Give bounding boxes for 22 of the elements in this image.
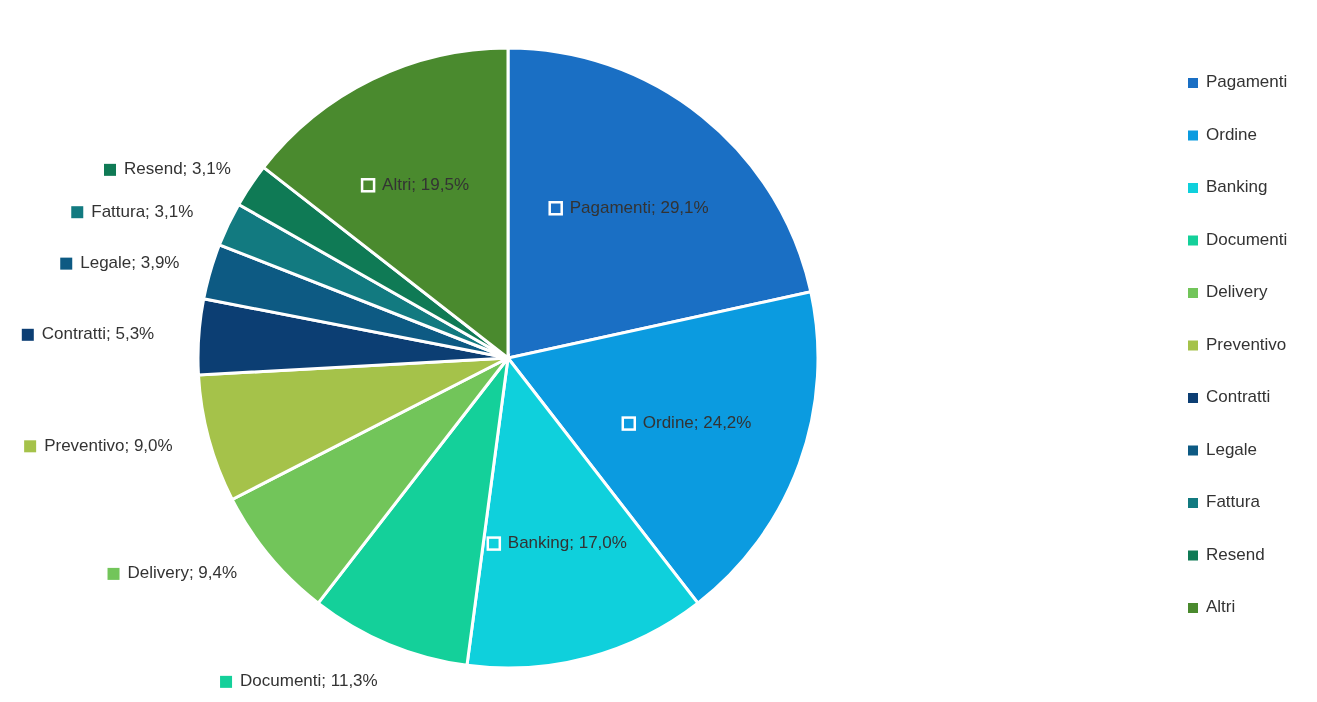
legend-label: Ordine	[1206, 124, 1258, 144]
data-label: Ordine; 24,2%	[642, 413, 752, 433]
legend-label: Contratti	[1206, 387, 1271, 407]
data-label: Preventivo; 9,0%	[44, 435, 173, 455]
legend-label: Fattura	[1206, 492, 1261, 512]
data-label: Documenti; 11,3%	[240, 671, 378, 691]
legend-label: Documenti	[1206, 229, 1288, 249]
legend-label: Preventivo	[1206, 334, 1287, 354]
data-label: Resend; 3,1%	[124, 159, 231, 179]
legend-label: Banking	[1206, 177, 1268, 197]
legend-label: Altri	[1206, 597, 1236, 617]
data-label: Contratti; 5,3%	[41, 324, 155, 344]
data-label: Banking; 17,0%	[507, 533, 627, 553]
data-label: Pagamenti; 29,1%	[569, 197, 709, 217]
data-label: Delivery; 9,4%	[127, 563, 238, 583]
data-label: Altri; 19,5%	[382, 174, 470, 194]
legend-label: Pagamenti	[1206, 72, 1288, 92]
data-label: Legale; 3,9%	[80, 253, 180, 273]
legend-label: Legale	[1206, 439, 1258, 459]
legend-label: Resend	[1206, 544, 1265, 564]
data-label: Fattura; 3,1%	[91, 201, 194, 221]
legend-label: Delivery	[1206, 282, 1268, 302]
